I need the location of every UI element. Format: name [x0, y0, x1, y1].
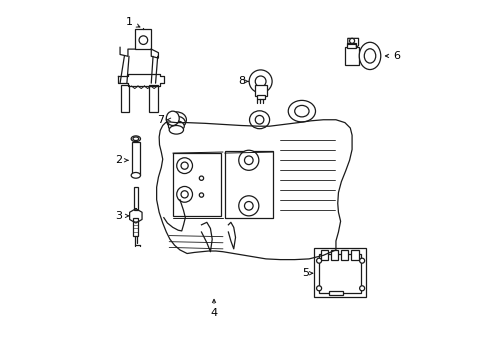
Ellipse shape	[238, 150, 258, 170]
Bar	[320, 249, 328, 260]
Text: 2: 2	[115, 155, 122, 165]
Ellipse shape	[131, 136, 140, 141]
Bar	[121, 85, 129, 112]
Ellipse shape	[359, 258, 364, 263]
Ellipse shape	[255, 116, 264, 124]
Ellipse shape	[359, 286, 364, 291]
Ellipse shape	[176, 186, 192, 202]
Ellipse shape	[133, 137, 139, 140]
Ellipse shape	[349, 39, 354, 43]
Bar	[135, 30, 151, 49]
Ellipse shape	[249, 111, 269, 129]
Ellipse shape	[166, 111, 179, 126]
Bar	[346, 42, 356, 48]
Bar	[350, 249, 358, 260]
Text: 6: 6	[393, 51, 400, 61]
Ellipse shape	[199, 176, 203, 180]
Ellipse shape	[316, 258, 321, 263]
Ellipse shape	[255, 76, 265, 87]
Bar	[344, 46, 358, 65]
Bar	[224, 151, 273, 218]
Ellipse shape	[287, 100, 315, 122]
Ellipse shape	[167, 116, 185, 129]
Ellipse shape	[176, 158, 192, 174]
Text: 1: 1	[126, 17, 133, 27]
Bar	[314, 248, 366, 297]
Bar	[257, 95, 264, 99]
Ellipse shape	[181, 191, 188, 198]
Ellipse shape	[294, 105, 308, 117]
Ellipse shape	[244, 156, 253, 165]
Bar	[133, 219, 138, 235]
Bar	[149, 85, 158, 112]
Text: 4: 4	[210, 308, 217, 318]
Text: 8: 8	[238, 76, 244, 86]
Bar	[255, 85, 266, 96]
Ellipse shape	[168, 121, 184, 132]
Ellipse shape	[139, 36, 147, 44]
Text: 5: 5	[302, 268, 308, 278]
Bar	[134, 187, 137, 211]
Text: 7: 7	[156, 115, 163, 125]
Bar	[132, 142, 140, 175]
Bar	[328, 291, 343, 296]
Ellipse shape	[199, 193, 203, 197]
Ellipse shape	[316, 286, 321, 291]
Bar	[340, 249, 348, 260]
Ellipse shape	[131, 172, 140, 178]
Bar	[330, 249, 338, 260]
Ellipse shape	[166, 112, 186, 128]
Ellipse shape	[181, 162, 188, 169]
Ellipse shape	[359, 42, 380, 69]
Ellipse shape	[244, 202, 253, 210]
Ellipse shape	[238, 196, 258, 216]
Ellipse shape	[249, 70, 271, 93]
Text: 3: 3	[115, 211, 122, 221]
Ellipse shape	[364, 49, 375, 63]
Bar	[172, 153, 221, 216]
Bar	[319, 254, 361, 293]
Ellipse shape	[169, 126, 183, 134]
